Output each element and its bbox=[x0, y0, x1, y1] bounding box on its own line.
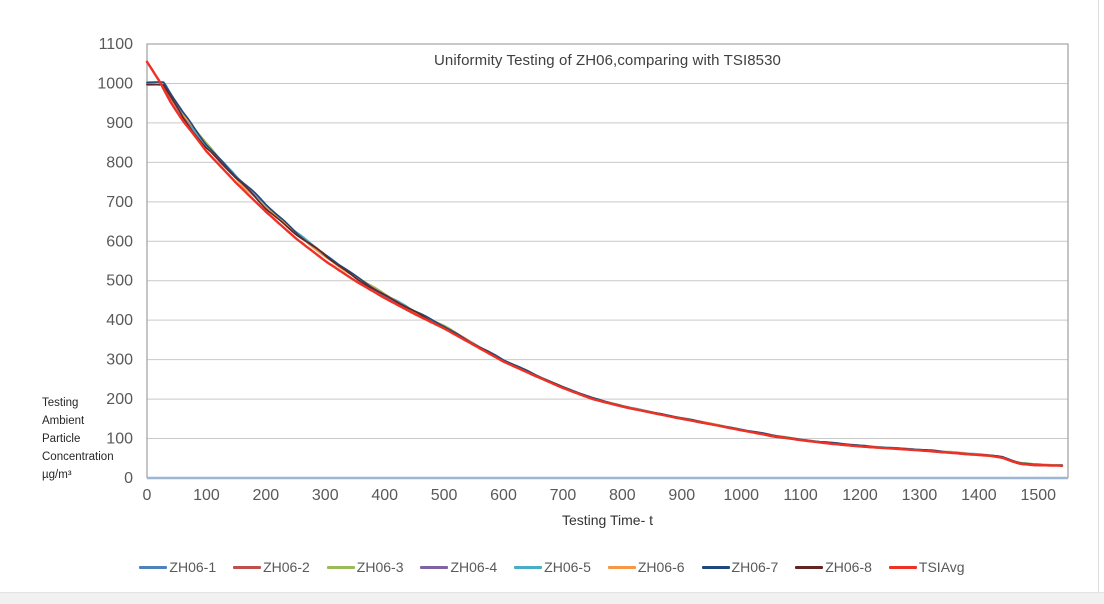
legend-item-ZH06-8: ZH06-8 bbox=[795, 559, 872, 575]
chart-title: Uniformity Testing of ZH06,comparing wit… bbox=[434, 52, 781, 69]
legend-label-ZH06-5: ZH06-5 bbox=[544, 559, 591, 575]
series-line-ZH06-7 bbox=[146, 81, 1063, 467]
legend-label-ZH06-2: ZH06-2 bbox=[263, 559, 310, 575]
y-tick-label-600: 600 bbox=[106, 233, 133, 250]
legend-label-ZH06-6: ZH06-6 bbox=[637, 559, 685, 575]
window-bottom-strip bbox=[0, 592, 1104, 604]
series-line-ZH06-4 bbox=[146, 83, 1063, 467]
y-tick-label-0: 0 bbox=[124, 470, 133, 487]
x-tick-label-400: 400 bbox=[371, 487, 398, 504]
series-line-ZH06-8 bbox=[146, 83, 1063, 467]
x-tick-label-100: 100 bbox=[193, 487, 220, 504]
x-tick-label-1000: 1000 bbox=[723, 487, 759, 504]
legend-label-TSIAvg: TSIAvg bbox=[918, 559, 965, 575]
legend-item-ZH06-3: ZH06-3 bbox=[326, 559, 404, 575]
legend-label-ZH06-1: ZH06-1 bbox=[169, 559, 217, 575]
y-tick-label-300: 300 bbox=[106, 352, 133, 369]
x-tick-label-1300: 1300 bbox=[902, 487, 938, 504]
x-tick-label-600: 600 bbox=[490, 487, 517, 504]
legend-item-ZH06-2: ZH06-2 bbox=[233, 559, 310, 575]
series-line-ZH06-3 bbox=[146, 81, 1063, 466]
x-tick-label-0: 0 bbox=[143, 487, 152, 504]
x-tick-label-1400: 1400 bbox=[961, 487, 997, 504]
x-tick-label-1200: 1200 bbox=[842, 487, 878, 504]
legend-swatch-ZH06-4 bbox=[420, 565, 449, 569]
series-line-ZH06-1 bbox=[146, 81, 1063, 466]
x-tick-label-700: 700 bbox=[550, 487, 577, 504]
legend-swatch-ZH06-8 bbox=[795, 565, 824, 569]
legend-label-ZH06-3: ZH06-3 bbox=[356, 559, 404, 575]
y-tick-label-700: 700 bbox=[106, 194, 133, 211]
legend-label-ZH06-7: ZH06-7 bbox=[731, 559, 779, 575]
x-tick-label-800: 800 bbox=[609, 487, 636, 504]
legend-swatch-ZH06-7 bbox=[701, 565, 730, 569]
legend-item-ZH06-1: ZH06-1 bbox=[139, 559, 216, 575]
series-line-ZH06-6 bbox=[146, 82, 1063, 467]
legend-item-ZH06-4: ZH06-4 bbox=[420, 559, 497, 575]
plot-border bbox=[146, 43, 1069, 478]
legend-swatch-ZH06-3 bbox=[326, 565, 355, 569]
legend: ZH06-1 ZH06-2 ZH06-3 ZH06-4 ZH06-5 ZH06-6 ZH06… bbox=[0, 556, 1104, 578]
y-tick-label-1100: 1100 bbox=[99, 36, 134, 53]
legend-label-ZH06-8: ZH06-8 bbox=[825, 559, 872, 575]
series-line-TSIAvg bbox=[145, 60, 1064, 467]
plot-area: 0 100 200 300 400 500 600 700 800 900 1000 1100 0 100… bbox=[97, 36, 1069, 504]
legend-item-ZH06-7: ZH06-7 bbox=[701, 559, 779, 575]
window-edge-line bbox=[1098, 0, 1099, 592]
y-tick-label-900: 900 bbox=[106, 115, 133, 132]
x-axis-label: Testing Time- t bbox=[561, 512, 654, 528]
x-tick-label-500: 500 bbox=[431, 487, 458, 504]
y-tick-label-1000: 1000 bbox=[97, 75, 133, 92]
legend-swatch-ZH06-2 bbox=[233, 565, 262, 569]
legend-swatch-ZH06-5 bbox=[514, 565, 543, 569]
legend-item-TSIAvg: TSIAvg bbox=[888, 559, 965, 575]
x-tick-label-900: 900 bbox=[668, 487, 695, 504]
y-tick-label-400: 400 bbox=[106, 312, 133, 329]
y-tick-label-500: 500 bbox=[106, 273, 133, 290]
legend-label-ZH06-4: ZH06-4 bbox=[450, 559, 498, 575]
y-tick-label-100: 100 bbox=[106, 431, 133, 448]
y-tick-label-200: 200 bbox=[106, 391, 133, 408]
x-tick-label-200: 200 bbox=[252, 487, 279, 504]
series-line-ZH06-2 bbox=[146, 83, 1063, 467]
x-tick-label-300: 300 bbox=[312, 487, 339, 504]
legend-swatch-ZH06-1 bbox=[139, 565, 168, 569]
x-tick-label-1500: 1500 bbox=[1020, 487, 1056, 504]
legend-swatch-TSIAvg bbox=[888, 565, 917, 569]
series-line-ZH06-5 bbox=[146, 82, 1063, 467]
legend-item-ZH06-6: ZH06-6 bbox=[607, 559, 685, 575]
x-tick-label-1100: 1100 bbox=[783, 487, 818, 504]
y-axis-label: Testing Ambient Particle Concentration µ… bbox=[42, 397, 114, 481]
legend-item-ZH06-5: ZH06-5 bbox=[514, 559, 591, 575]
y-tick-label-800: 800 bbox=[106, 154, 133, 171]
legend-swatch-ZH06-6 bbox=[607, 565, 636, 569]
